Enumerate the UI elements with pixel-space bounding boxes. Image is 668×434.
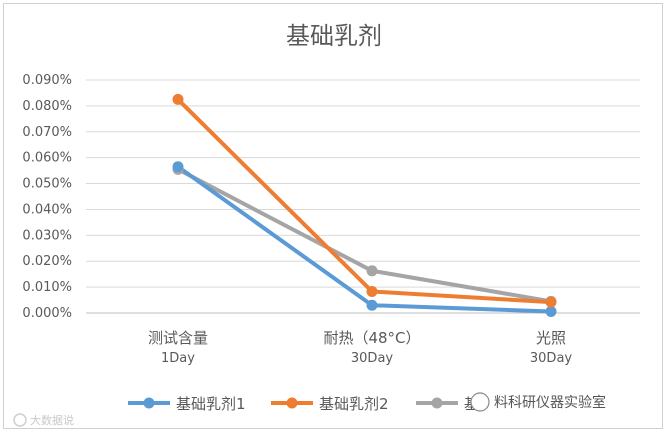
x-category-sublabel: 1Day (161, 351, 195, 366)
data-point (172, 93, 184, 105)
watermark-logo: 大数据说 (13, 413, 74, 427)
x-category-label: 光照 (536, 329, 566, 347)
y-tick-label: 0.060% (22, 151, 72, 166)
data-point (366, 286, 378, 298)
x-category-sublabel: 30Day (351, 351, 394, 366)
y-tick-label: 0.030% (22, 228, 72, 243)
y-tick-label: 0.070% (22, 125, 72, 140)
wechat-icon (470, 392, 490, 412)
y-tick-label: 0.000% (22, 306, 72, 321)
watermark-brand: 料科研仪器实验室 (470, 392, 606, 412)
legend-marker (143, 397, 155, 409)
y-tick-label: 0.010% (22, 280, 72, 295)
chart-title: 基础乳剂 (286, 22, 382, 50)
series-line (176, 164, 553, 314)
legend-label: 基础乳剂2 (319, 395, 389, 413)
y-axis-ticks: 0.000% 0.010% 0.020% 0.030% 0.040% 0.050% 0.06… (22, 73, 72, 321)
legend-marker (286, 397, 298, 409)
x-category-sublabel: 30Day (530, 351, 573, 366)
x-category-label: 耐热（48°C） (323, 329, 420, 347)
y-tick-label: 0.080% (22, 99, 72, 114)
watermark-logo-text: 大数据说 (30, 413, 74, 427)
x-category-label: 测试含量 (148, 329, 208, 347)
data-point (545, 305, 557, 317)
data-point (366, 299, 378, 311)
x-axis-labels: 测试含量 1Day 耐热（48°C） 30Day 光照 30Day (148, 329, 572, 366)
data-point (545, 296, 557, 308)
chart-frame (3, 3, 663, 429)
y-tick-label: 0.040% (22, 202, 72, 217)
y-tick-label: 0.050% (22, 177, 72, 192)
series-lines (172, 93, 557, 317)
data-point (172, 161, 184, 173)
watermark-text: 料科研仪器实验室 (494, 394, 606, 411)
grid-lines (86, 79, 640, 314)
legend-marker (431, 397, 443, 409)
watermark-backdrop (476, 390, 662, 416)
data-point (366, 265, 378, 277)
legend-label: 基础乳剂1 (176, 395, 246, 413)
watermark: 大数据说 料科研仪器实验室 (13, 390, 662, 427)
y-tick-label: 0.020% (22, 254, 72, 269)
y-tick-label: 0.090% (22, 73, 72, 88)
